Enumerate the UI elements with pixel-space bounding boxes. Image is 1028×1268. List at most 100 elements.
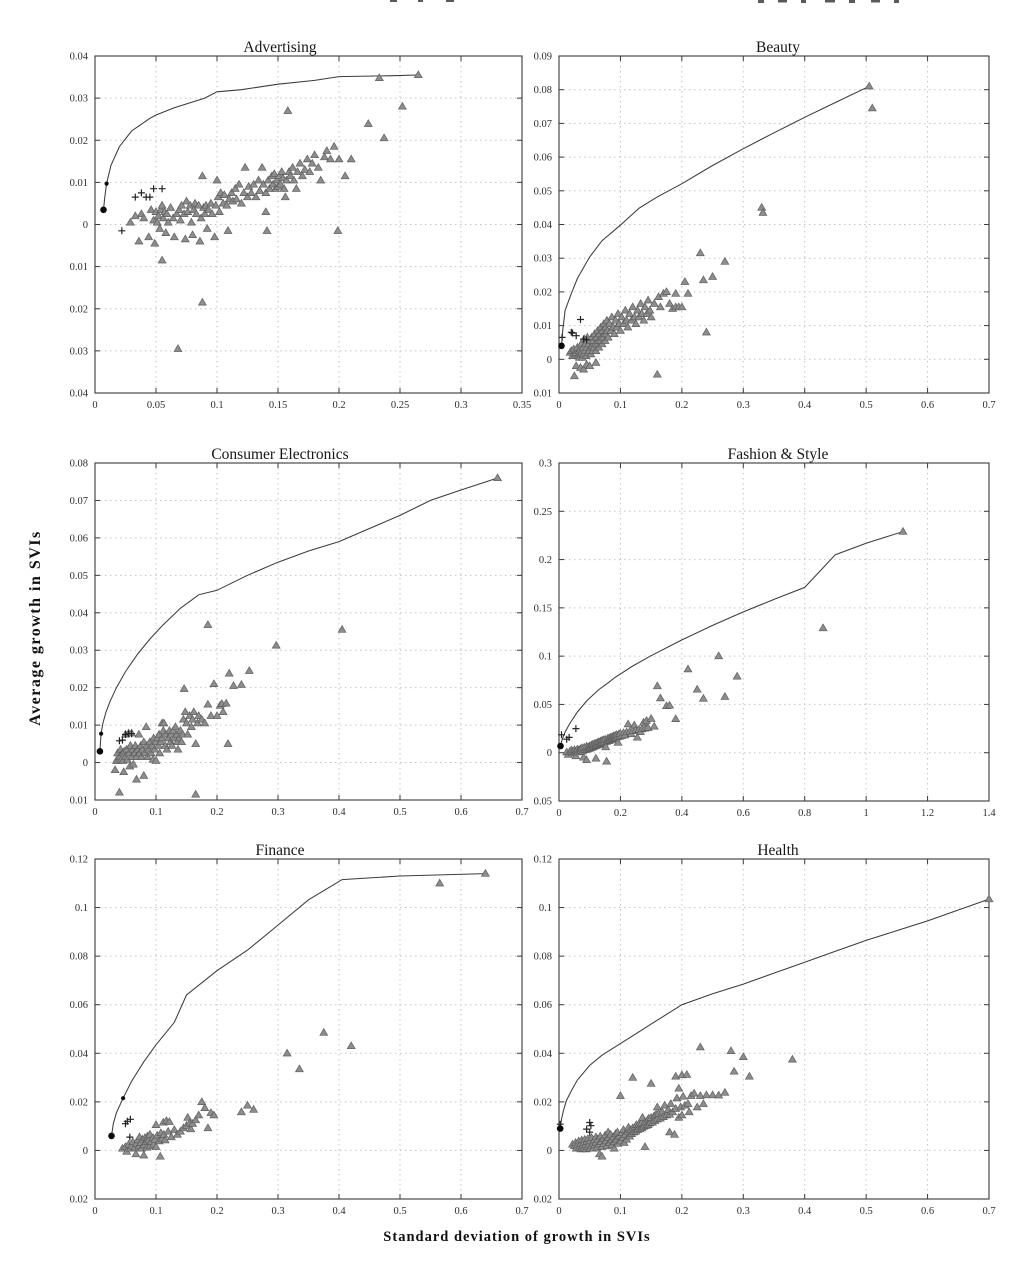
scatter-triangle xyxy=(325,154,336,163)
scatter-plus xyxy=(122,1120,129,1128)
scatter-plus xyxy=(558,333,566,341)
scatter-triangle xyxy=(150,238,160,247)
y-tick-label: 0.07 xyxy=(70,496,88,507)
scatter-triangle xyxy=(139,1150,149,1159)
efficient-frontier-curve xyxy=(99,477,498,752)
scatter-triangle xyxy=(223,226,233,234)
scatter-triangle xyxy=(181,196,192,205)
scatter-triangle xyxy=(701,1090,711,1099)
y-tick-label: 0.06 xyxy=(70,1000,88,1011)
scatter-triangle xyxy=(152,217,162,226)
x-tick-label: 1.2 xyxy=(921,808,934,819)
scatter-plus xyxy=(567,328,575,336)
subplot-title-consumer-electronics: Consumer Electronics xyxy=(211,446,348,463)
scatter-triangle xyxy=(261,207,271,215)
x-tick-label: 0.3 xyxy=(737,1206,750,1217)
scatter-triangle xyxy=(623,719,633,728)
subplot-health: 0 0.1 0.2 0.3 0.4 0.5 0.6 0.7 0.02 0 0.02 0.04 0.06 0… xyxy=(534,855,996,1218)
scatter-triangle xyxy=(212,711,222,719)
subplot-consumer-electronics: 0 0.1 0.2 0.3 0.4 0.5 0.6 0.7 0.01 0 0.01 0.02 0.03 0… xyxy=(70,459,529,819)
scatter-triangle xyxy=(684,1107,694,1116)
y-tick-label: 0 xyxy=(83,758,88,769)
scatter-triangle xyxy=(313,162,323,171)
y-tick-label: 0.01 xyxy=(534,321,552,332)
scatter-triangle xyxy=(292,167,303,175)
scatter-triangle xyxy=(242,192,253,201)
scatter-triangle xyxy=(680,277,690,285)
scatter-triangle xyxy=(200,718,210,727)
y-tick-label: 0.07 xyxy=(534,119,552,130)
frontier-tangency-dot xyxy=(104,181,109,186)
scatter-triangle xyxy=(110,765,120,774)
scatter-triangle xyxy=(671,714,681,722)
scatter-triangle xyxy=(194,1110,204,1119)
y-tick-label: 0.02 xyxy=(70,1195,88,1206)
y-tick-label: 0.05 xyxy=(534,186,552,197)
scatter-triangle xyxy=(729,1066,739,1075)
subplot-title-finance: Finance xyxy=(255,842,304,859)
scatter-triangle xyxy=(738,1052,748,1060)
scatter-triangle xyxy=(131,774,142,783)
scatter-triangle xyxy=(281,175,292,184)
x-tick-label: 0.5 xyxy=(860,1206,873,1217)
scatter-triangle xyxy=(166,1132,176,1141)
scatter-triangle xyxy=(271,640,281,649)
scatter-triangle xyxy=(285,171,295,180)
subplot-title-advertising: Advertising xyxy=(243,39,316,56)
scatter-triangle xyxy=(683,664,693,673)
scatter-triangle xyxy=(613,309,623,317)
scatter-triangle xyxy=(164,1117,174,1125)
subplot-title-fashion-style: Fashion & Style xyxy=(728,446,829,463)
scatter-triangle xyxy=(251,192,261,201)
scatter-triangle xyxy=(867,103,877,112)
scatter-triangle xyxy=(615,326,625,334)
scatter-triangle xyxy=(708,272,718,280)
efficient-frontier-curve xyxy=(559,898,990,1129)
x-tick-label: 0.3 xyxy=(737,400,750,411)
scatter-triangle xyxy=(168,213,178,222)
scatter-triangle xyxy=(224,668,234,677)
scatter-triangle xyxy=(671,288,681,297)
scatter-triangle xyxy=(302,154,312,163)
scatter-triangle xyxy=(631,319,641,327)
scatter-triangle xyxy=(157,255,167,264)
y-tick-label: 0.03 xyxy=(70,346,88,357)
scatter-triangle xyxy=(221,698,231,707)
x-axis-label: Standard deviation of growth in SVIs xyxy=(383,1229,650,1245)
x-tick-label: 0 xyxy=(92,1206,97,1217)
frontier-end-triangle xyxy=(898,526,908,535)
y-tick-label: 0.02 xyxy=(70,136,88,147)
scatter-triangle xyxy=(139,771,149,779)
scatter-triangle xyxy=(239,188,249,196)
scatter-plus xyxy=(563,735,571,743)
scatter-triangle xyxy=(236,680,246,688)
axes-box xyxy=(558,858,990,1200)
scatter-triangle xyxy=(177,200,187,209)
scatter-plus xyxy=(150,185,158,193)
scatter-triangle xyxy=(156,737,166,746)
y-tick-label: 0.03 xyxy=(70,646,88,657)
scatter-triangle xyxy=(228,681,239,689)
scatter-triangle xyxy=(720,256,730,265)
scatter-triangle xyxy=(207,209,217,218)
y-tick-label: 0.05 xyxy=(534,700,552,711)
frontier-start-dot xyxy=(96,748,104,755)
scatter-triangle xyxy=(114,787,124,796)
scatter-triangle xyxy=(297,171,307,180)
scatter-triangle xyxy=(261,188,271,196)
frontier-start-dot xyxy=(108,1132,115,1140)
y-tick-label: 0 xyxy=(547,355,552,366)
x-tick-label: 0.4 xyxy=(798,1206,812,1217)
x-tick-label: 0.2 xyxy=(332,400,345,411)
scatter-triangle xyxy=(695,1091,705,1099)
y-tick-label: 0.08 xyxy=(534,85,552,96)
scatter-triangle xyxy=(744,1071,754,1080)
scatter-triangle xyxy=(677,1110,687,1119)
scatter-triangle xyxy=(633,305,643,314)
clipped-header-fragment xyxy=(390,0,899,3)
y-tick-label: 0.02 xyxy=(534,287,552,298)
scatter-triangle xyxy=(379,133,389,142)
y-axis-label: Average growth in SVIs xyxy=(27,530,44,726)
scatter-plus xyxy=(572,332,580,340)
y-tick-label: 0.06 xyxy=(534,153,552,164)
